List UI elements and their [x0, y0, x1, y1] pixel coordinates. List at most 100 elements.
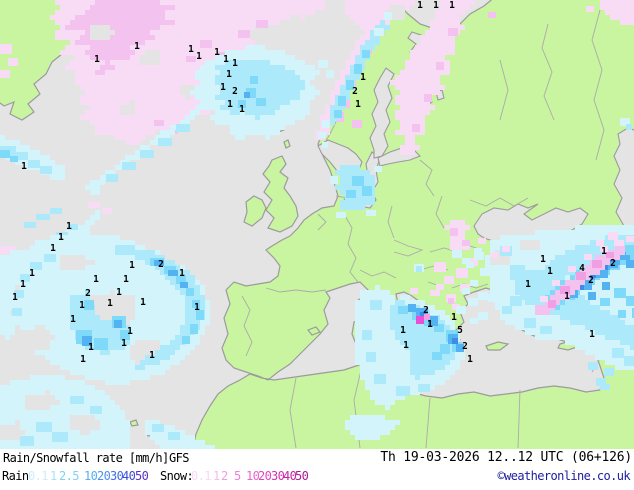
- precip-cell-hole: [90, 25, 95, 30]
- precip-cell-palePink: [135, 125, 140, 130]
- precip-cell-palePink: [355, 5, 360, 10]
- precip-cell-palePink: [400, 110, 405, 115]
- precip-cell-paleCyan: [410, 385, 415, 390]
- precip-cell-paleCyan: [385, 305, 390, 310]
- precip-cell-paleCyan: [200, 100, 205, 105]
- precip-cell-palePink: [215, 10, 220, 15]
- precip-cell-palePink: [175, 90, 180, 95]
- precip-cell-paleCyan: [110, 410, 115, 415]
- precip-cell-pink: [160, 10, 165, 15]
- precip-cell-palePink: [125, 120, 130, 125]
- precip-cell-midCyan: [84, 300, 94, 310]
- precip-cell-paleCyan: [75, 360, 80, 365]
- precip-cell-palePink: [440, 10, 445, 15]
- precip-cell-paleCyan: [515, 250, 520, 255]
- precip-cell-palePink: [415, 90, 420, 95]
- precip-cell-paleCyan: [55, 415, 60, 420]
- precip-cell-paleCyan: [370, 415, 375, 420]
- precip-cell-palePink: [375, 20, 380, 25]
- precip-cell-hole: [400, 15, 405, 20]
- precip-cell-cyan: [270, 90, 275, 95]
- precip-cell-pink: [125, 50, 130, 55]
- precip-cell-paleCyan: [85, 245, 90, 250]
- precip-cell-paleCyan: [90, 280, 95, 285]
- precip-cell-palePink: [140, 120, 145, 125]
- precip-cell-palePink: [405, 145, 410, 150]
- precip-cell-palePink: [130, 125, 135, 130]
- precip-cell-palePink: [450, 40, 455, 45]
- precip-cell-cyan: [80, 300, 85, 305]
- precip-cell-paleCyan: [55, 380, 60, 385]
- precip-cell-palePink: [70, 50, 75, 55]
- precip-cell-paleCyan: [115, 270, 120, 275]
- precip-cell-paleCyan: [45, 380, 50, 385]
- precip-cell-paleCyan: [30, 410, 35, 415]
- precip-cell-hole: [30, 340, 35, 345]
- precip-cell-cyan: [255, 110, 260, 115]
- precip-cell-hole: [155, 55, 160, 60]
- precip-cell-palePink: [135, 55, 140, 60]
- precip-cell-cyan: [245, 75, 250, 80]
- precip-cell-paleCyan: [450, 365, 455, 370]
- precip-cell-paleCyan: [115, 290, 120, 295]
- precip-cell-blue: [168, 270, 178, 276]
- precip-cell-paleCyan: [75, 240, 80, 245]
- precip-cell-hole: [80, 420, 85, 425]
- precip-cell-paleCyan: [55, 410, 60, 415]
- precip-cell-palePink: [85, 0, 90, 5]
- precip-cell-palePink: [125, 90, 130, 95]
- precip-cell-paleCyan: [275, 60, 280, 65]
- precip-cell-cyan: [150, 250, 155, 255]
- precip-cell-palePink: [140, 135, 145, 140]
- precip-cell-paleCyan: [165, 440, 170, 445]
- precip-cell-hole: [125, 320, 130, 325]
- precip-cell-pink: [95, 5, 100, 10]
- precip-cell-cyan: [190, 280, 195, 285]
- precip-cell-palePink: [225, 10, 230, 15]
- precip-cell-paleCyan: [20, 265, 25, 270]
- precip-cell-palePink: [115, 115, 120, 120]
- precip-cell-cyan: [165, 260, 170, 265]
- precip-cell-cyan: [14, 290, 24, 298]
- precip-cell-paleCyan: [35, 150, 40, 155]
- precip-cell-paleCyan: [365, 295, 370, 300]
- precip-cell-paleCyan: [95, 290, 100, 295]
- precip-cell-cyan: [130, 250, 135, 255]
- precip-cell-paleCyan: [265, 115, 270, 120]
- precip-cell-palePink: [95, 75, 100, 80]
- precip-cell-paleCyan: [220, 110, 225, 115]
- precip-cell-cyan: [430, 365, 435, 370]
- precip-cell-paleCyan: [395, 355, 400, 360]
- precip-cell-cyan: [340, 165, 345, 170]
- precip-cell-paleCyan: [515, 315, 520, 320]
- precip-cell-cyan: [220, 65, 225, 70]
- precip-cell-cyan: [230, 90, 235, 95]
- precip-cell-palePink: [70, 45, 75, 50]
- precip-cell-cyan: [400, 325, 405, 330]
- precip-cell-cyan: [280, 90, 285, 95]
- precip-cell-paleCyan: [490, 245, 495, 250]
- precip-cell-palePink: [195, 5, 200, 10]
- precip-cell-cyan: [225, 105, 230, 110]
- precip-cell-palePink: [230, 25, 235, 30]
- precip-cell-hole: [95, 420, 100, 425]
- precip-cell-paleCyan: [355, 360, 360, 365]
- precip-cell-cyan: [425, 340, 430, 345]
- precip-cell-paleCyan: [110, 400, 115, 405]
- precip-cell-paleCyan: [55, 340, 60, 345]
- precip-cell-palePink: [270, 10, 275, 15]
- precip-cell-pink: [135, 15, 140, 20]
- precip-cell-cyan: [90, 340, 95, 345]
- precip-cell-pink: [95, 70, 100, 75]
- precip-cell-paleCyan: [55, 290, 60, 295]
- precip-cell-paleCyan: [105, 250, 110, 255]
- precip-cell-hole: [20, 430, 25, 435]
- precip-cell-palePink: [65, 15, 70, 20]
- precip-cell-pink: [238, 30, 250, 38]
- precip-cell-palePink: [385, 0, 390, 5]
- precip-cell-palePink: [465, 245, 470, 250]
- precip-cell-paleCyan: [195, 280, 200, 285]
- precip-cell-paleCyan: [395, 340, 400, 345]
- precip-cell-paleCyan: [390, 340, 395, 345]
- precip-cell-cyan: [12, 308, 22, 316]
